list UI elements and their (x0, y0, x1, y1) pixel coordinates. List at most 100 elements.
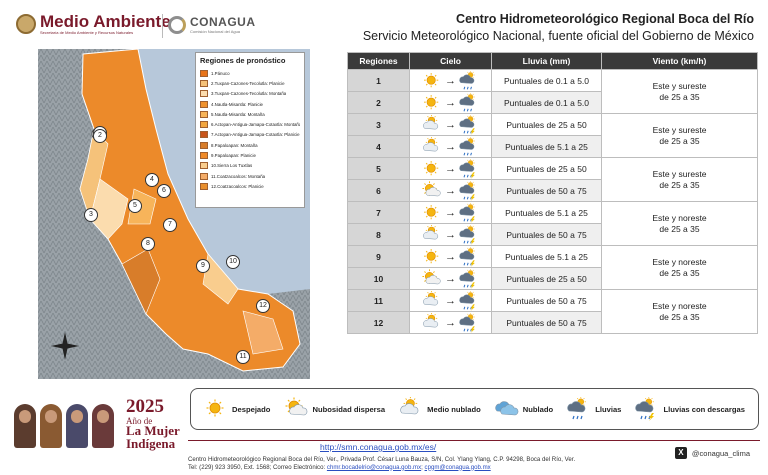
legend-item: 9.Papaloapan: Planicie (200, 150, 300, 160)
map-region-number: 7 (163, 218, 177, 232)
rain-cell: Puntuales de 25 a 50 (491, 157, 602, 180)
partly-weather-icon (422, 180, 441, 196)
arrow-icon: → (445, 250, 456, 263)
region-cell: 11 (347, 289, 410, 312)
storm-weather-icon (459, 180, 475, 201)
legend-label: 12.Coatzacoalcos: Planicie (211, 183, 264, 189)
rain-cell: Puntuales de 25 a 50 (491, 113, 602, 136)
arrow-icon: → (445, 316, 456, 329)
email-link-2[interactable]: cpgm@conagua.gob.mx (424, 463, 491, 471)
footer-address: Centro Hidrometeorológico Regional Boca … (188, 456, 575, 471)
legend-swatch (200, 121, 208, 129)
org-subtitle: Secretaría de Medio Ambiente y Recursos … (40, 30, 134, 35)
wind-speed: de 25 a 35 (659, 311, 700, 322)
legend-title: Regiones de pronóstico (200, 56, 286, 65)
wind-speed: de 25 a 35 (659, 91, 700, 102)
conagua-mark-icon (168, 15, 186, 34)
legend-item: 3.Tuxpan-Cazones-Tecolutla: Montaña (200, 89, 300, 99)
wind-speed: de 25 a 35 (659, 223, 700, 234)
sky-cell: → (409, 91, 492, 114)
legend-item: 1.Pánuco (200, 68, 300, 78)
legend-swatch (200, 90, 208, 98)
storm-weather-icon (459, 290, 475, 311)
table-row: 5 → Puntuales de 25 a 50 Este y sureste de 2… (347, 157, 758, 202)
figure-illustration (40, 404, 62, 448)
region-cell: 1 (347, 69, 410, 92)
map-region-number: 10 (226, 255, 240, 269)
storm-weather-icon (459, 268, 475, 289)
wind-direction: Este y noreste (652, 256, 707, 267)
map-region-number: 3 (84, 208, 98, 222)
legend-swatch (200, 162, 208, 170)
smn-link[interactable]: http://smn.conagua.gob.mx/es/ (320, 442, 437, 452)
map-region-number: 11 (236, 350, 250, 364)
legend-item: 4.Nautla-Misantla: Planicie (200, 99, 300, 109)
year-banner: 2025 Año de La Mujer Indígena (8, 388, 186, 454)
legend-swatch (200, 100, 208, 108)
header-regions: Regiones (347, 52, 410, 70)
medio-ambiente-logo: Medio Ambiente Secretaría de Medio Ambie… (16, 13, 171, 35)
table-row: 12 → Puntuales de 50 a 75 (347, 311, 758, 334)
wind-cell: Este y sureste de 25 a 35 (601, 157, 758, 202)
cloudy-weather-icon (423, 114, 439, 129)
sun-weather-icon (206, 399, 224, 417)
wind-speed: de 25 a 35 (659, 135, 700, 146)
region-cell: 9 (347, 245, 410, 268)
legend-swatch (200, 141, 208, 149)
table-row: 9 → Puntuales de 5.1 a 25 Este y noreste de … (347, 245, 758, 290)
wind-cell: Este y noreste de 25 a 35 (601, 289, 758, 334)
figure-illustration (92, 404, 114, 448)
region-cell: 12 (347, 311, 410, 334)
region-cell: 8 (347, 223, 410, 246)
map-legend: Regiones de pronóstico 1.Pánuco 2.Tuxpan-… (195, 52, 305, 208)
social-handle[interactable]: X @conagua_clima (674, 447, 750, 459)
agency-subtitle: Comisión Nacional del Agua (190, 29, 241, 34)
sun-weather-icon (424, 72, 439, 87)
map-region-number: 8 (141, 237, 155, 251)
rain-weather-icon (459, 70, 475, 89)
year-text: 2025 (126, 396, 164, 417)
sky-cell: → (409, 245, 492, 268)
legend-swatch (200, 152, 208, 160)
footer-divider (188, 440, 760, 441)
cloudy-weather-icon (400, 397, 419, 415)
wind-direction: Este y sureste (652, 80, 707, 91)
storm-weather-icon (459, 246, 475, 267)
arrow-icon: → (445, 140, 456, 153)
arrow-icon: → (445, 162, 456, 175)
sky-legend-item: Nubosidad dispersa (285, 397, 385, 421)
region-cell: 2 (347, 91, 410, 114)
table-row: 11 → Puntuales de 50 a 75 Este y noreste de … (347, 289, 758, 334)
sky-legend-item: Despejado (204, 397, 270, 421)
year-theme-text: La Mujer Indígena (126, 424, 180, 450)
sky-legend-item: Lluvias con descargas (635, 397, 745, 421)
email-link-1[interactable]: chmr.bocadelrio@conagua.gob.mx (326, 463, 422, 471)
rain-cell: Puntuales de 0.1 a 5.0 (491, 69, 602, 92)
arrow-icon: → (445, 206, 456, 219)
cloud-weather-icon (495, 401, 519, 416)
forecast-table: Regiones Cielo Lluvia (mm) Viento (km/h)… (347, 52, 758, 334)
sky-cell: → (409, 311, 492, 334)
header-sky: Cielo (409, 52, 492, 70)
partly-weather-icon (422, 268, 441, 284)
sky-legend-label: Despejado (232, 404, 271, 414)
sky-cell: → (409, 69, 492, 92)
sky-legend-item: Lluvias (567, 397, 621, 421)
storm-weather-icon (459, 224, 475, 245)
address-line: Centro Hidrometeorológico Regional Boca … (188, 456, 576, 463)
sun-weather-icon (424, 248, 439, 263)
sky-cell: → (409, 113, 492, 136)
conagua-logo: CONAGUA Comisión Nacional del Agua (168, 15, 256, 34)
sky-cell: → (409, 179, 492, 202)
rain-weather-icon (459, 136, 475, 155)
rain-weather-icon (567, 397, 587, 420)
rain-cell: Puntuales de 50 a 75 (491, 223, 602, 246)
compass-icon (51, 332, 79, 360)
map-region-number: 5 (128, 199, 142, 213)
storm-weather-icon (459, 312, 475, 333)
phone-text: Tel: (229) 923 3950, Ext. 1568; Correo E… (188, 463, 326, 471)
region-cell: 6 (347, 179, 410, 202)
sky-condition-legend: Despejado Nubosidad dispersa Medio nublado… (190, 388, 759, 430)
legend-label: 8.Papaloapan: Montaña (211, 142, 258, 148)
arrow-icon: → (445, 96, 456, 109)
